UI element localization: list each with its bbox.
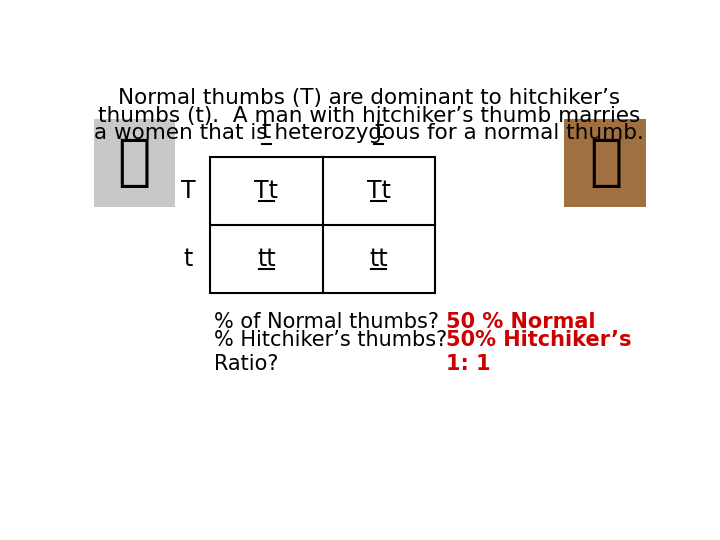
Text: Ratio?: Ratio? bbox=[214, 354, 279, 374]
Text: 50% Hitchiker’s: 50% Hitchiker’s bbox=[446, 330, 632, 350]
Text: % Hitchiker’s thumbs?: % Hitchiker’s thumbs? bbox=[214, 330, 447, 350]
Bar bbox=[210, 157, 435, 293]
Text: t: t bbox=[184, 247, 193, 271]
Text: t: t bbox=[261, 119, 271, 143]
Text: Normal thumbs (T) are dominant to hitchiker’s: Normal thumbs (T) are dominant to hitchi… bbox=[118, 88, 620, 108]
Text: tt: tt bbox=[257, 247, 276, 271]
Text: 👍: 👍 bbox=[589, 136, 622, 190]
Text: T: T bbox=[181, 179, 196, 203]
Text: tt: tt bbox=[369, 247, 388, 271]
Text: t: t bbox=[374, 119, 383, 143]
Text: Tt: Tt bbox=[254, 179, 279, 203]
Text: 👍: 👍 bbox=[117, 136, 150, 190]
Text: Tt: Tt bbox=[366, 179, 391, 203]
Text: 1: 1: 1: 1 bbox=[446, 354, 491, 374]
Bar bbox=[564, 119, 646, 207]
Text: 50 % Normal: 50 % Normal bbox=[446, 312, 596, 332]
Text: a women that is heterozygous for a normal thumb.: a women that is heterozygous for a norma… bbox=[94, 123, 644, 143]
Bar bbox=[94, 119, 175, 207]
Text: % of Normal thumbs?: % of Normal thumbs? bbox=[214, 312, 439, 332]
Text: thumbs (t).  A man with hitchiker’s thumb marries: thumbs (t). A man with hitchiker’s thumb… bbox=[98, 106, 640, 126]
